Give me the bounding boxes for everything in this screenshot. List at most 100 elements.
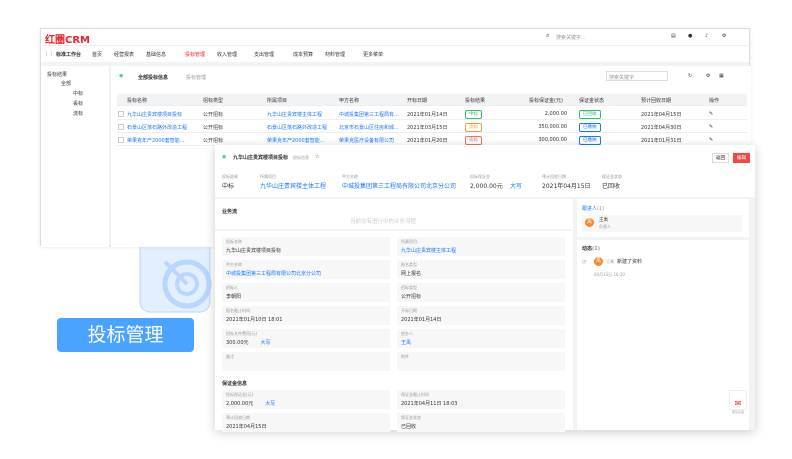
list-search-input[interactable]: 搜索关键字 bbox=[606, 71, 668, 81]
edit-icon[interactable]: ✎ bbox=[709, 137, 714, 143]
detail-field: 保证金状态 已回收 bbox=[397, 413, 565, 432]
follower-name[interactable]: 王禹 bbox=[599, 218, 608, 223]
cell-party[interactable]: 荣果克医疗设备有限公司 bbox=[339, 138, 395, 144]
status-badge: 已回收 bbox=[579, 110, 601, 119]
refresh-icon[interactable]: ↻ bbox=[688, 73, 693, 79]
feedback-button[interactable]: ✉ 意见反馈 bbox=[729, 390, 747, 414]
flow-title: 业务流 bbox=[222, 209, 238, 215]
detail-field: 投标名称 九华山庄贵宾楼项目投标 bbox=[222, 237, 390, 256]
table-header: 投标名称 招标类型 所属项目 甲方名称 开标日期 投标结果 投标保证金(元) 保证金状态 预计回… bbox=[117, 94, 747, 106]
field-value-text: 2021年04月11日 18:03 bbox=[401, 401, 458, 407]
column-header[interactable]: 所属项目 bbox=[267, 98, 288, 104]
nav-item-home[interactable]: 首页 bbox=[92, 52, 103, 58]
column-header[interactable]: 投标名称 bbox=[127, 98, 148, 104]
column-header[interactable]: 操作 bbox=[709, 98, 720, 104]
field-value: 2021年01月14日 bbox=[401, 316, 561, 323]
field-value-text: 网上报名 bbox=[401, 271, 422, 277]
field-value[interactable]: 九华山庄贵宾楼主体工程 bbox=[401, 247, 561, 254]
cell-deposit: 350,000.00 bbox=[538, 124, 567, 130]
cell-name[interactable]: 九华山庄贵宾楼项目投标 bbox=[127, 112, 183, 118]
calendar-icon[interactable]: ▤ bbox=[671, 33, 676, 39]
column-header[interactable]: 投标保证金(元) bbox=[529, 98, 563, 104]
edit-icon[interactable]: ✎ bbox=[709, 124, 714, 130]
tree-node-failed[interactable]: 流标 bbox=[73, 111, 84, 117]
module-label: 投标管理 bbox=[57, 318, 194, 352]
field-value: 网上报名 bbox=[401, 270, 561, 277]
edit-button[interactable]: 编辑 bbox=[733, 153, 750, 163]
table-row[interactable]: 九华山庄贵宾楼项目投标 公开招标 九华山庄贵宾楼主体工程 中城投集团第三工程局有...… bbox=[117, 108, 747, 120]
field-label: 所属项目 bbox=[401, 239, 417, 244]
field-label: 开标日期 bbox=[401, 308, 417, 313]
uppercase-link[interactable]: 大写 bbox=[260, 340, 271, 346]
summary-value[interactable]: 中城投集团第三工程局有限公司北京分公司 bbox=[342, 183, 457, 190]
table-row[interactable]: 石景山区落石路外改造工程 公开招标 石景山区落石路外改造工程 北京市石景山区住房和城.… bbox=[117, 121, 747, 133]
view-selector[interactable]: 全部投标信息 bbox=[138, 75, 169, 81]
nav-item-material[interactable]: 材料管理 bbox=[325, 52, 346, 58]
summary-label: 保证金状态 bbox=[602, 174, 622, 179]
top-search-input[interactable]: 搜索关键字... bbox=[556, 35, 586, 41]
field-label: 投标名称 bbox=[226, 239, 242, 244]
tree-node-all[interactable]: 全部 bbox=[61, 81, 72, 87]
nav-item-expense[interactable]: 支出管理 bbox=[254, 52, 275, 58]
cell-type: 公开招标 bbox=[203, 138, 224, 144]
field-value: 2021年04月15日 bbox=[226, 423, 386, 430]
column-header[interactable]: 保证金状态 bbox=[579, 98, 605, 104]
search-icon[interactable]: ⌕ bbox=[546, 32, 550, 39]
star-icon[interactable]: ☆ bbox=[315, 154, 320, 160]
cell-party[interactable]: 北京市石景山区住房和城... bbox=[339, 125, 399, 131]
summary-label: 投标结果 bbox=[222, 174, 238, 179]
gear-icon[interactable]: ⚙ bbox=[722, 33, 727, 39]
field-value[interactable]: 中城投集团第三工程局有限公司北京分公司 bbox=[226, 270, 386, 277]
nav-item-bidding[interactable]: 投标管理 bbox=[185, 52, 206, 58]
back-button[interactable]: 返回 bbox=[712, 153, 729, 163]
cell-project[interactable]: 九华山庄贵宾楼主体工程 bbox=[267, 112, 323, 118]
settings-icon[interactable]: ⚙ bbox=[706, 73, 711, 79]
result-badge: 丢标 bbox=[465, 136, 482, 145]
row-checkbox[interactable] bbox=[118, 124, 124, 130]
uppercase-link[interactable]: 大写 bbox=[265, 401, 276, 407]
cell-name[interactable]: 石景山区落石路外改造工程 bbox=[127, 125, 188, 131]
status-badge: 已缴纳 bbox=[579, 136, 601, 145]
field-value-text: 300.00元 bbox=[226, 340, 249, 346]
edit-icon[interactable]: ✎ bbox=[709, 111, 714, 117]
field-label: 招标类型 bbox=[401, 285, 417, 290]
uppercase-link[interactable]: 大写 bbox=[510, 183, 523, 190]
nav-item-income[interactable]: 收入管理 bbox=[217, 52, 238, 58]
workspace-label[interactable]: 标准工作台 bbox=[56, 52, 82, 58]
cell-project[interactable]: 石景山区落石路外改造工程 bbox=[267, 125, 328, 131]
cell-name[interactable]: 荣果克年产2000套智能... bbox=[127, 138, 185, 144]
column-header[interactable]: 招标类型 bbox=[203, 98, 224, 104]
field-label: 保证金截止时间 bbox=[401, 392, 429, 397]
nav-item-more[interactable]: 更多菜单 bbox=[363, 52, 384, 58]
cell-project[interactable]: 荣果克年产2000套智能... bbox=[267, 138, 325, 144]
cell-party[interactable]: 中城投集团第三工程局有... bbox=[339, 112, 399, 118]
summary-value[interactable]: 九华山庄贵宾楼主体工程 bbox=[260, 183, 327, 190]
column-header[interactable]: 甲方名称 bbox=[339, 98, 360, 104]
bell-icon[interactable]: ♪ bbox=[705, 33, 709, 39]
activity-time: 04月13日 16:10 bbox=[594, 272, 625, 277]
activity-user: 王禹 bbox=[606, 259, 614, 264]
column-header[interactable]: 投标结果 bbox=[465, 98, 486, 104]
field-value[interactable]: 王禹 bbox=[401, 339, 561, 346]
row-checkbox[interactable] bbox=[118, 111, 124, 117]
column-header[interactable]: 预计回收日期 bbox=[641, 98, 672, 104]
cell-due: 2021年01月31日 bbox=[641, 138, 682, 144]
column-header[interactable]: 开标日期 bbox=[407, 98, 428, 104]
followers-title: 跟进人(1) bbox=[582, 205, 604, 212]
tree-node-lost[interactable]: 丢标 bbox=[73, 101, 84, 107]
message-icon[interactable]: ● bbox=[688, 33, 693, 39]
field-label: 招标文件费用(元) bbox=[226, 331, 258, 336]
result-tree: 投标结果 全部 中标 丢标 流标 bbox=[41, 66, 109, 247]
nav-item-budget[interactable]: 成本预算 bbox=[293, 52, 314, 58]
summary-value: 2,000.00元 bbox=[470, 183, 503, 190]
field-value-text: 李朝阳 bbox=[226, 294, 242, 300]
columns-icon[interactable]: ▦ bbox=[719, 73, 724, 79]
apps-icon[interactable]: ⋮⋮ bbox=[44, 51, 54, 57]
row-checkbox[interactable] bbox=[118, 137, 124, 143]
nav-item-basic[interactable]: 基础信息 bbox=[146, 52, 167, 58]
nav-item-reports[interactable]: 经营报表 bbox=[114, 52, 135, 58]
brand-logo: 红圈CRM bbox=[45, 35, 90, 46]
tree-node-won[interactable]: 中标 bbox=[73, 91, 84, 97]
activity-label: 动态 bbox=[582, 246, 593, 252]
detail-main: 业务流 当前没有进行中的业务流程 投标名称 九华山庄贵宾楼项目投标 所属项目 九华山庄… bbox=[215, 199, 573, 432]
